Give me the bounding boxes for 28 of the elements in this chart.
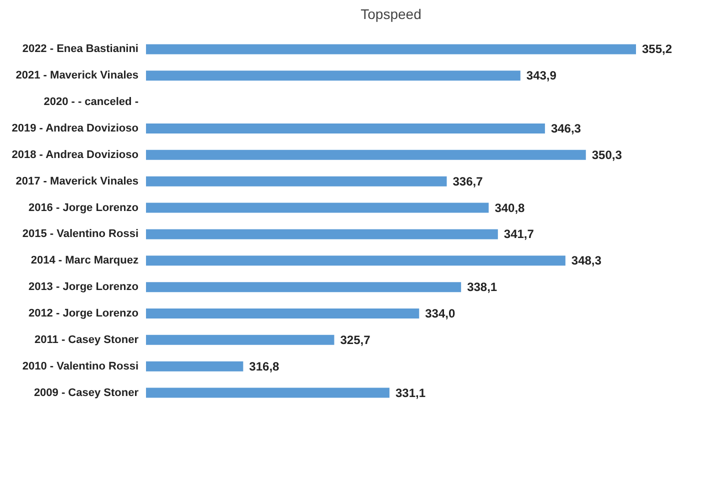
y-tick-label: 2019 - Andrea Dovizioso: [12, 122, 139, 134]
data-label: 338,1: [467, 280, 498, 294]
data-label: 341,7: [504, 227, 534, 242]
y-tick-label: 2009 - Casey Stoner: [34, 386, 140, 399]
y-tick-label: 2020 - - canceled -: [44, 96, 139, 108]
y-tick-label: 2021 - Maverick Vinales: [16, 70, 138, 82]
data-label: 355,2: [642, 42, 672, 56]
chart-title: Topspeed: [360, 6, 422, 22]
y-tick-label: 2012 - Jorge Lorenzo: [28, 308, 139, 320]
y-tick-label: 2022 - Enea Bastianini: [22, 43, 138, 56]
data-label: 316,8: [249, 359, 280, 374]
y-tick-label: 2015 - Valentino Rossi: [22, 228, 138, 240]
y-tick-label: 2017 - Maverick Vinales: [16, 175, 138, 188]
data-label: 331,1: [395, 386, 426, 400]
data-label: 343,9: [526, 68, 557, 83]
y-tick-label: 2014 - Marc Marquez: [30, 254, 139, 267]
data-label: 346,3: [550, 122, 582, 136]
data-label: 325,7: [340, 332, 371, 347]
data-label: 350,3: [592, 148, 622, 162]
y-tick-label: 2013 - Jorge Lorenzo: [28, 281, 139, 294]
data-label: 336,7: [452, 174, 484, 188]
data-label: 348,3: [571, 254, 602, 268]
data-label: 334,0: [425, 306, 456, 320]
y-tick-label: 2011 - Casey Stoner: [34, 334, 140, 346]
data-label: 340,8: [494, 200, 526, 215]
y-tick-label: 2016 - Jorge Lorenzo: [28, 202, 139, 214]
y-tick-label: 2010 - Valentino Rossi: [22, 360, 138, 372]
y-tick-label: 2018 - Andrea Dovizioso: [12, 148, 139, 161]
